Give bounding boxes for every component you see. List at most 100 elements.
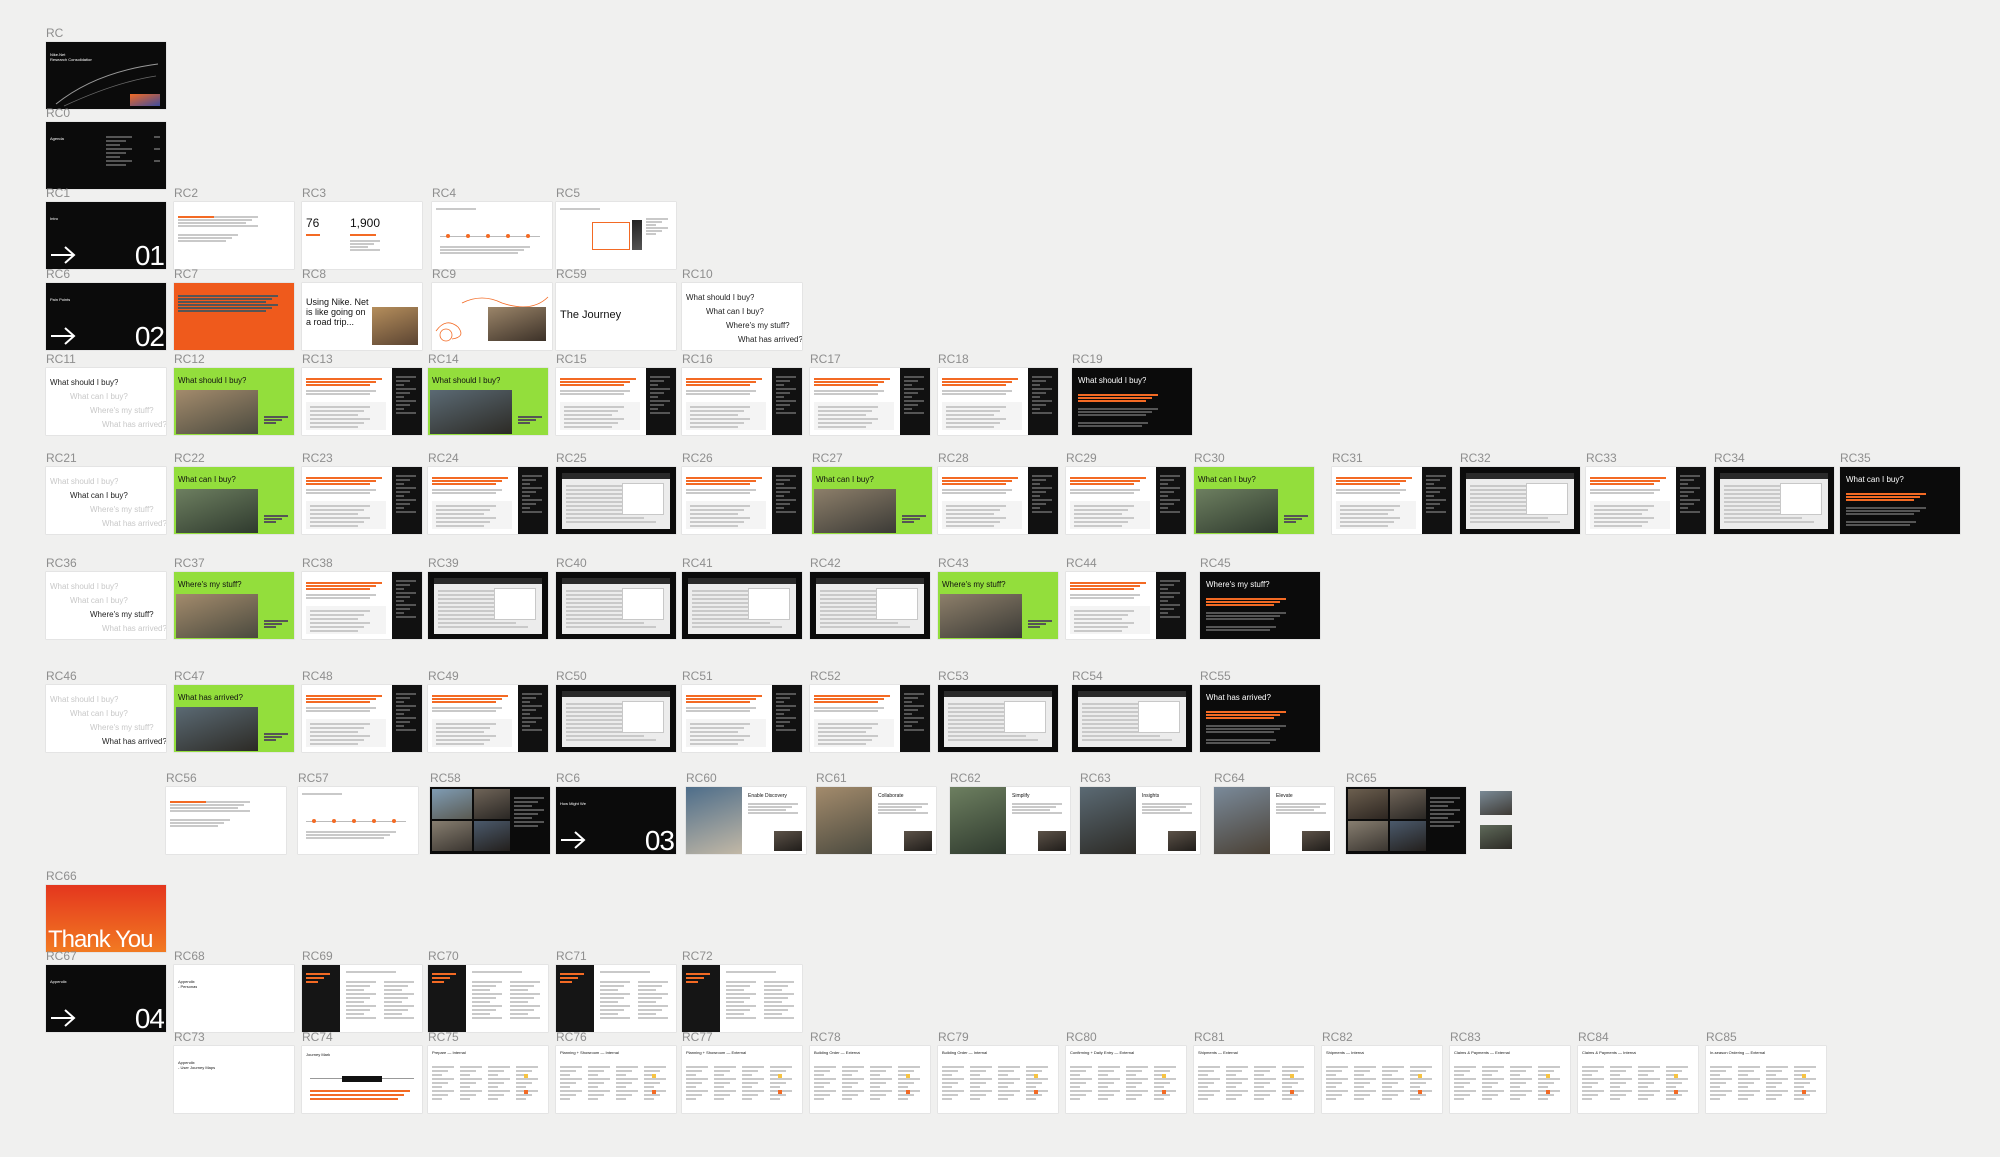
slide-frame-rc75[interactable]: RC75 Prepare — Internal xyxy=(428,1031,548,1113)
slide-frame-rc74[interactable]: RC74 Journey Mark xyxy=(302,1031,422,1113)
text-line xyxy=(488,1074,498,1076)
slide-frame-rc4[interactable]: RC4 xyxy=(432,187,552,269)
slide-frame-rc28[interactable]: RC28 xyxy=(938,452,1058,534)
slide-frame-rc6a[interactable]: RC6 Pain Points 02 xyxy=(46,268,166,350)
slide-frame-rc83[interactable]: RC83 Claims & Payments — External xyxy=(1450,1031,1570,1113)
slide-frame-rc3[interactable]: RC3 76 1,900 xyxy=(302,187,422,269)
slide-frame-rc59[interactable]: RC59 The Journey xyxy=(556,268,676,350)
slide-frame-rc24[interactable]: RC24 xyxy=(428,452,548,534)
slide-frame-rc57[interactable]: RC57 xyxy=(298,772,418,854)
slide-thumbnail: Shipments — External xyxy=(1194,1046,1314,1113)
slide-frame-rc50[interactable]: RC50 xyxy=(556,670,676,752)
slide-frame-rc14[interactable]: RC14 What should I buy? xyxy=(428,353,548,435)
slide-frame-rc76[interactable]: RC76 Planning + Showroom — Internal xyxy=(556,1031,676,1113)
slide-frame-rc79[interactable]: RC79 Building Order — Internal xyxy=(938,1031,1058,1113)
slide-frame-rc19[interactable]: RC19 What should I buy? xyxy=(1072,353,1192,435)
slide-frame-rc11[interactable]: RC11 What should I buy? What can I buy? Whe… xyxy=(46,353,166,435)
slide-frame-rc32[interactable]: RC32 xyxy=(1460,452,1580,534)
slide-frame-rc25[interactable]: RC25 xyxy=(556,452,676,534)
slide-frame-rc82[interactable]: RC82 Shipments — Internal xyxy=(1322,1031,1442,1113)
slide-frame-rc0[interactable]: RC0 Agenda xyxy=(46,107,166,189)
slide-frame-rc71[interactable]: RC71 xyxy=(556,950,676,1032)
slide-frame-rc46[interactable]: RC46 What should I buy? What can I buy? Whe… xyxy=(46,670,166,752)
slide-frame-rc27[interactable]: RC27 What can I buy? xyxy=(812,452,932,534)
slide-frame-rc7[interactable]: RC7 xyxy=(174,268,294,350)
slide-frame-rc23[interactable]: RC23 xyxy=(302,452,422,534)
slide-frame-rc62[interactable]: RC62 Simplify xyxy=(950,772,1070,854)
frame-label: RC64 xyxy=(1214,771,1245,785)
slide-frame-rc31[interactable]: RC31 xyxy=(1332,452,1452,534)
slide-frame-rc30[interactable]: RC30 What can I buy? xyxy=(1194,452,1314,534)
text-line xyxy=(1326,1082,1342,1084)
text-line xyxy=(1198,1094,1214,1096)
slide-thumbnail xyxy=(1476,787,1516,854)
slide-frame-rc55[interactable]: RC55 What has arrived? xyxy=(1200,670,1320,752)
slide-frame-rc17[interactable]: RC17 xyxy=(810,353,930,435)
text-line xyxy=(690,525,738,527)
slide-frame-rc61[interactable]: RC61 Collaborate xyxy=(816,772,936,854)
slide-frame-rc52[interactable]: RC52 xyxy=(810,670,930,752)
slide-frame-rc58[interactable]: RC58 xyxy=(430,772,550,854)
slide-frame-rc63[interactable]: RC63 Insights xyxy=(1080,772,1200,854)
frame-label: RC59 xyxy=(556,267,587,281)
slide-frame-rc73[interactable]: RC73 Appendix - User Journey Maps xyxy=(174,1031,294,1113)
slide-frame-rc72[interactable]: RC72 xyxy=(682,950,802,1032)
slide-frame-rc67[interactable]: RC67 Appendix 04 xyxy=(46,950,166,1032)
slide-frame-rc48[interactable]: RC48 xyxy=(302,670,422,752)
slide-frame-rc69[interactable]: RC69 xyxy=(302,950,422,1032)
slide-frame-rc51[interactable]: RC51 xyxy=(682,670,802,752)
slide-frame-rc81[interactable]: RC81 Shipments — External xyxy=(1194,1031,1314,1113)
slide-frame-rc2[interactable]: RC2 xyxy=(174,187,294,269)
slide-frame-rc84[interactable]: RC84 Claims & Payments — Internal xyxy=(1578,1031,1698,1113)
text-line xyxy=(1282,1066,1304,1068)
slide-frame-rc38[interactable]: RC38 xyxy=(302,557,422,639)
slide-frame-rc42[interactable]: RC42 xyxy=(810,557,930,639)
slide-frame-rc49[interactable]: RC49 xyxy=(428,670,548,752)
slide-frame-rc35[interactable]: RC35 What can I buy? xyxy=(1840,452,1960,534)
slide-frame-rc41[interactable]: RC41 xyxy=(682,557,802,639)
slide-frame-rc77[interactable]: RC77 Planning + Showroom — External xyxy=(682,1031,802,1113)
slide-frame-rc10[interactable]: RC10 What should I buy? What can I buy? Whe… xyxy=(682,268,802,350)
slide-frame-rc6b[interactable]: RC6 How Might We 03 xyxy=(556,772,676,854)
slide-frame-rc68[interactable]: RC68 Appendix - Personas xyxy=(174,950,294,1032)
slide-frame-rc15[interactable]: RC15 xyxy=(556,353,676,435)
slide-frame-rc64[interactable]: RC64 Elevate xyxy=(1214,772,1334,854)
frame-label: RC25 xyxy=(556,451,587,465)
slide-frame-rc34[interactable]: RC34 xyxy=(1714,452,1834,534)
slide-frame-rc80[interactable]: RC80 Confirming + Daily Entry — External xyxy=(1066,1031,1186,1113)
slide-frame-rc36[interactable]: RC36 What should I buy? What can I buy? Whe… xyxy=(46,557,166,639)
slide-frame-rc47[interactable]: RC47 What has arrived? xyxy=(174,670,294,752)
slide-frame-rc8[interactable]: RC8 Using Nike. Net is like going on a ro… xyxy=(302,268,422,350)
slide-frame-rc40[interactable]: RC40 xyxy=(556,557,676,639)
slide-frame-rc29[interactable]: RC29 xyxy=(1066,452,1186,534)
slide-frame-rc13[interactable]: RC13 xyxy=(302,353,422,435)
slide-frame-rc9[interactable]: RC9 xyxy=(432,268,552,350)
slide-frame-rc54[interactable]: RC54 xyxy=(1072,670,1192,752)
slide-frame-rc39[interactable]: RC39 xyxy=(428,557,548,639)
slide-frame-rc44[interactable]: RC44 xyxy=(1066,557,1186,639)
slide-frame-rc12[interactable]: RC12 What should I buy? xyxy=(174,353,294,435)
slide-frame-rc65b[interactable] xyxy=(1476,787,1516,854)
slide-frame-rc70[interactable]: RC70 xyxy=(428,950,548,1032)
slide-frame-rc56[interactable]: RC56 xyxy=(166,772,286,854)
slide-frame-rc22[interactable]: RC22 What can I buy? xyxy=(174,452,294,534)
slide-frame-rc1[interactable]: RC1 Intro 01 xyxy=(46,187,166,269)
slide-frame-rc45[interactable]: RC45 Where's my stuff? xyxy=(1200,557,1320,639)
slide-frame-rc21[interactable]: RC21 What should I buy? What can I buy? Whe… xyxy=(46,452,166,534)
slide-frame-rc60[interactable]: RC60 Enable Discovery xyxy=(686,772,806,854)
slide-frame-rc[interactable]: RC Nike.Net Research Consolidation xyxy=(46,27,166,109)
text-line xyxy=(1710,1090,1732,1092)
slide-frame-rc37[interactable]: RC37 Where's my stuff? xyxy=(174,557,294,639)
slide-frame-rc33[interactable]: RC33 xyxy=(1586,452,1706,534)
slide-frame-rc26[interactable]: RC26 xyxy=(682,452,802,534)
slide-frame-rc16[interactable]: RC16 xyxy=(682,353,802,435)
slide-frame-rc43[interactable]: RC43 Where's my stuff? xyxy=(938,557,1058,639)
slide-frame-rc66[interactable]: RC66 Thank You xyxy=(46,870,166,952)
slide-frame-rc65[interactable]: RC65 xyxy=(1346,772,1466,854)
slide-frame-rc78[interactable]: RC78 Building Order — External xyxy=(810,1031,930,1113)
slide-frame-rc5[interactable]: RC5 xyxy=(556,187,676,269)
slide-frame-rc85[interactable]: RC85 In-season Ordering — External xyxy=(1706,1031,1826,1113)
slide-frame-rc53[interactable]: RC53 xyxy=(938,670,1058,752)
slide-frame-rc18[interactable]: RC18 xyxy=(938,353,1058,435)
